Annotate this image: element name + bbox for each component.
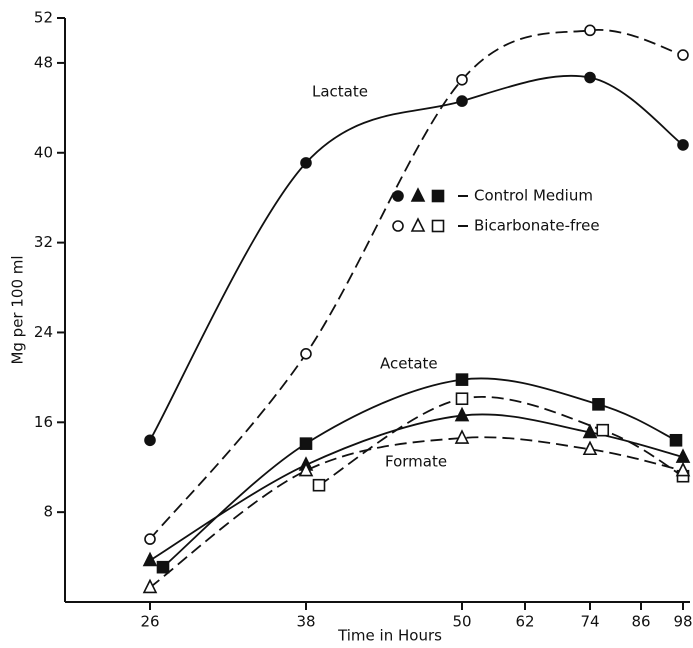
series-line	[149, 74, 684, 441]
x-tick-label: 26	[140, 613, 159, 631]
series-line	[149, 436, 684, 589]
data-point	[455, 392, 469, 406]
x-tick-label: 98	[673, 613, 692, 631]
data-point	[454, 429, 470, 444]
x-tick-label: 38	[296, 613, 315, 631]
legend-label: Bicarbonate-free	[474, 217, 600, 235]
x-tick-label: 62	[515, 613, 534, 631]
data-point	[584, 24, 596, 37]
legend-label: Control Medium	[474, 187, 593, 205]
y-tick-label: 24	[34, 323, 53, 341]
y-tick-label: 52	[34, 9, 53, 27]
x-tick-label: 74	[580, 613, 599, 631]
data-point	[677, 139, 689, 151]
data-point	[669, 433, 683, 447]
series-line	[162, 377, 677, 568]
data-point	[584, 71, 596, 84]
y-tick-label: 32	[34, 233, 53, 251]
y-tick-label: 48	[34, 53, 53, 71]
annotation: Lactate	[312, 83, 368, 101]
y-tick-label: 16	[34, 413, 53, 431]
x-axis-label: Time in Hours	[337, 627, 442, 645]
legend-marker	[431, 189, 445, 203]
data-point	[455, 373, 469, 386]
y-tick-label: 8	[43, 503, 53, 521]
y-tick-label: 40	[34, 143, 53, 161]
data-point	[312, 478, 326, 492]
annotation: Acetate	[380, 355, 438, 373]
legend-marker	[410, 187, 426, 202]
data-point	[300, 157, 312, 169]
data-point	[675, 461, 691, 477]
x-tick-label: 86	[631, 613, 650, 631]
data-point	[582, 440, 598, 456]
x-tick-label: 50	[452, 613, 471, 631]
data-point	[454, 406, 470, 422]
data-point	[156, 560, 170, 574]
series-line	[149, 29, 684, 540]
data-point	[299, 437, 313, 450]
annotation: Formate	[385, 453, 447, 471]
data-point	[596, 423, 610, 437]
legend-marker	[392, 190, 404, 202]
data-point	[142, 551, 158, 567]
legend-marker	[410, 217, 426, 232]
legend-marker	[392, 220, 404, 232]
y-axis-label: Mg per 100 ml	[9, 255, 27, 364]
series-line	[318, 396, 684, 486]
data-point	[144, 434, 156, 447]
data-point	[298, 461, 314, 477]
data-point	[300, 347, 312, 360]
legend-marker	[431, 219, 445, 233]
data-point	[582, 423, 598, 439]
data-point	[144, 533, 156, 545]
data-point	[677, 49, 689, 61]
data-point	[142, 578, 158, 594]
data-point	[456, 95, 468, 107]
data-point	[592, 398, 605, 411]
data-point	[456, 73, 468, 86]
